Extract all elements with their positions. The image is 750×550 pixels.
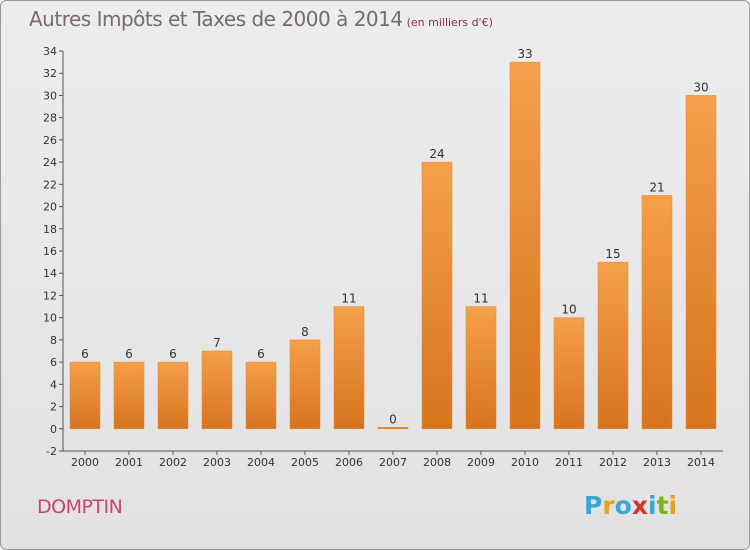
bar: [465, 306, 497, 430]
y-tick-label: 22: [43, 178, 57, 191]
bar: [333, 306, 365, 430]
bar-value-label: 11: [473, 292, 488, 306]
y-tick-label: 16: [43, 245, 57, 258]
bar-value-label: 8: [301, 325, 309, 339]
y-tick-label: 2: [50, 401, 57, 414]
x-tick-label: 2013: [643, 456, 671, 469]
x-tick-label: 2008: [423, 456, 451, 469]
proxiti-logo: Proxiti: [584, 491, 677, 520]
chart-title: Autres Impôts et Taxes de 2000 à 2014 (en…: [29, 7, 493, 31]
chart-subtitle: (en milliers d'€): [406, 16, 493, 29]
y-tick-label: 0: [50, 423, 57, 436]
bar-value-label: 0: [389, 412, 397, 426]
bar-value-label: 6: [125, 347, 133, 361]
bar: [421, 161, 453, 430]
y-tick-label: 12: [43, 289, 57, 302]
proxiti-logo-letter: r: [602, 491, 615, 520]
y-tick-label: 24: [43, 156, 57, 169]
bar-value-label: 11: [341, 292, 356, 306]
bar-value-label: 30: [693, 80, 708, 94]
bar-value-label: 21: [649, 180, 664, 194]
proxiti-logo-letter: i: [648, 491, 657, 520]
bar: [201, 350, 233, 430]
x-tick-label: 2010: [511, 456, 539, 469]
bar: [377, 427, 409, 430]
x-tick-label: 2009: [467, 456, 495, 469]
bar-value-label: 6: [257, 347, 265, 361]
bar: [509, 61, 541, 430]
bar: [553, 317, 585, 430]
y-tick-label: 4: [50, 378, 57, 391]
y-tick-label: 30: [43, 89, 57, 102]
y-tick-label: 14: [43, 267, 57, 280]
bar: [69, 361, 101, 430]
proxiti-logo-letter: t: [656, 491, 669, 520]
bar: [597, 261, 629, 430]
x-tick-label: 2014: [687, 456, 715, 469]
y-tick-label: 8: [50, 334, 57, 347]
bar-value-label: 6: [169, 347, 177, 361]
bar: [245, 361, 277, 430]
x-tick-label: 2005: [291, 456, 319, 469]
y-tick-label: 26: [43, 134, 57, 147]
proxiti-logo-letter: x: [631, 491, 648, 520]
y-tick-label: 18: [43, 223, 57, 236]
y-tick-label: 10: [43, 312, 57, 325]
x-tick-label: 2011: [555, 456, 583, 469]
x-tick-label: 2006: [335, 456, 363, 469]
proxiti-logo-letter: o: [614, 491, 632, 520]
y-tick-label: 28: [43, 112, 57, 125]
x-tick-label: 2012: [599, 456, 627, 469]
y-tick-label: 32: [43, 67, 57, 80]
bar-value-label: 7: [213, 336, 221, 350]
x-tick-label: 2004: [247, 456, 275, 469]
x-tick-label: 2000: [71, 456, 99, 469]
proxiti-logo-letter: P: [584, 491, 603, 520]
chart-title-text: Autres Impôts et Taxes de 2000 à 2014: [29, 7, 403, 31]
bar-value-label: 6: [81, 347, 89, 361]
bar-value-label: 24: [429, 147, 444, 161]
city-name: DOMPTIN: [37, 496, 123, 518]
y-tick-label: 34: [43, 45, 57, 58]
y-tick-label: -2: [46, 445, 57, 458]
bar-value-label: 33: [517, 47, 532, 61]
x-tick-label: 2007: [379, 456, 407, 469]
x-tick-label: 2003: [203, 456, 231, 469]
y-tick-label: 20: [43, 201, 57, 214]
y-tick-label: 6: [50, 356, 57, 369]
bar-value-label: 15: [605, 247, 620, 261]
bar: [157, 361, 189, 430]
bar: [113, 361, 145, 430]
x-tick-label: 2002: [159, 456, 187, 469]
x-tick-label: 2001: [115, 456, 143, 469]
bar: [289, 339, 321, 430]
bar: [685, 95, 717, 430]
bar: [641, 195, 673, 430]
proxiti-logo-letter: i: [668, 491, 678, 520]
bar-value-label: 10: [561, 303, 576, 317]
